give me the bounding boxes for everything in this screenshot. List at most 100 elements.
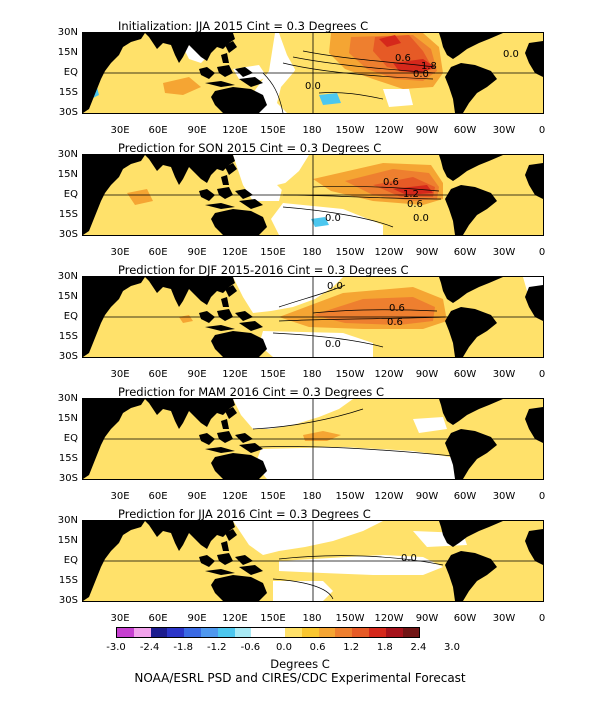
forecast-panel-5: Prediction for JJA 2016 Cint = 0.3 Degre… bbox=[0, 508, 600, 640]
contour-label: 0.0 bbox=[413, 69, 429, 80]
colorbar-swatch bbox=[318, 628, 336, 637]
latitude-label: EQ bbox=[63, 67, 78, 78]
land-mask bbox=[439, 277, 503, 303]
latitude-label: 15S bbox=[58, 87, 78, 98]
land-mask bbox=[217, 187, 233, 199]
longitude-label: 60W bbox=[453, 125, 477, 136]
longitude-label: 90W bbox=[415, 125, 439, 136]
land-mask bbox=[225, 407, 237, 419]
contour-line bbox=[318, 92, 384, 100]
latitude-label: 15S bbox=[58, 209, 78, 220]
colorbar-swatch bbox=[268, 628, 285, 637]
contour-label: 0.0 bbox=[401, 553, 417, 564]
longitude-label: 150W bbox=[335, 247, 365, 258]
forecast-panel-3: Prediction for DJF 2015-2016 Cint = 0.3 … bbox=[0, 264, 600, 396]
land-mask bbox=[445, 429, 497, 479]
contour-line bbox=[278, 284, 346, 308]
colorbar-tick-label: -1.2 bbox=[207, 642, 227, 653]
longitude-label: 0 bbox=[538, 369, 546, 380]
contour-line bbox=[292, 56, 436, 74]
longitude-label: 120E bbox=[222, 247, 248, 258]
contour-line bbox=[282, 62, 434, 80]
longitude-label: 90E bbox=[187, 247, 207, 258]
latitude-label: 30N bbox=[57, 149, 78, 160]
land-mask bbox=[211, 87, 267, 113]
longitude-label: 30E bbox=[110, 613, 130, 624]
longitude-label: 0 bbox=[538, 125, 546, 136]
land-mask bbox=[217, 65, 233, 77]
longitude-label: 90W bbox=[415, 491, 439, 502]
colorbar-tick-label: 1.2 bbox=[343, 642, 360, 653]
anomaly-region bbox=[271, 203, 383, 235]
anomaly-region bbox=[379, 35, 401, 47]
land-mask bbox=[239, 443, 263, 453]
longitude-label: 60E bbox=[148, 125, 168, 136]
colorbar-swatch bbox=[284, 628, 302, 637]
contour-line bbox=[282, 206, 394, 228]
longitude-label: 120W bbox=[374, 369, 404, 380]
anomaly-region bbox=[233, 155, 309, 201]
panel-title: Prediction for DJF 2015-2016 Cint = 0.3 … bbox=[118, 263, 409, 277]
anomaly-region bbox=[233, 399, 353, 429]
anomaly-region bbox=[413, 417, 447, 433]
land-mask bbox=[525, 41, 543, 77]
latitude-label: 30N bbox=[57, 27, 78, 38]
land-mask bbox=[235, 189, 253, 199]
panel-title: Prediction for JJA 2016 Cint = 0.3 Degre… bbox=[118, 507, 371, 521]
sst-anomaly-map: 0.0 bbox=[82, 520, 544, 602]
land-mask bbox=[145, 277, 235, 307]
contour-line bbox=[312, 185, 440, 192]
latitude-label: 30S bbox=[58, 229, 78, 240]
longitude-label: 0 bbox=[538, 247, 546, 258]
land-mask bbox=[205, 569, 235, 575]
longitude-label: 150W bbox=[335, 613, 365, 624]
colorbar-tick-label: 3.0 bbox=[444, 642, 460, 653]
longitude-label: 30E bbox=[110, 247, 130, 258]
colorbar bbox=[116, 627, 421, 638]
latitude-label: 15N bbox=[57, 47, 78, 58]
land-mask bbox=[217, 309, 233, 321]
longitude-label: 30W bbox=[492, 125, 516, 136]
land-mask bbox=[225, 41, 237, 53]
colorbar-swatch bbox=[167, 628, 185, 637]
forecast-panel-1: Initialization: JJA 2015 Cint = 0.3 Degr… bbox=[0, 20, 600, 152]
land-mask bbox=[525, 285, 543, 321]
anomaly-region bbox=[163, 77, 201, 95]
contour-line bbox=[278, 316, 446, 322]
longitude-label: 90W bbox=[415, 369, 439, 380]
land-mask bbox=[225, 163, 237, 175]
land-mask bbox=[445, 185, 497, 235]
longitude-label: 120W bbox=[374, 613, 404, 624]
longitude-label: 120E bbox=[222, 369, 248, 380]
latitude-label: 30N bbox=[57, 393, 78, 404]
contour-line bbox=[262, 72, 284, 113]
contour-label: 1.2 bbox=[403, 189, 419, 200]
land-mask bbox=[205, 81, 235, 87]
land-mask bbox=[445, 551, 497, 601]
colorbar-tick-label: -0.6 bbox=[240, 642, 261, 653]
longitude-label: 60E bbox=[148, 613, 168, 624]
latitude-label: 15S bbox=[58, 331, 78, 342]
contour-line bbox=[272, 332, 384, 348]
land-mask bbox=[145, 33, 235, 63]
land-mask bbox=[445, 307, 497, 357]
longitude-label: 150E bbox=[260, 125, 286, 136]
colorbar-tick-label: 2.4 bbox=[410, 642, 427, 653]
longitude-label: 120E bbox=[222, 613, 248, 624]
colorbar-swatch bbox=[402, 628, 420, 637]
forecast-panel-4: Prediction for MAM 2016 Cint = 0.3 Degre… bbox=[0, 386, 600, 518]
longitude-label: 60W bbox=[453, 491, 477, 502]
anomaly-region bbox=[127, 189, 153, 205]
colorbar-swatch bbox=[184, 628, 201, 637]
longitude-label: 90E bbox=[187, 491, 207, 502]
anomaly-region bbox=[311, 217, 329, 227]
land-mask bbox=[221, 419, 229, 429]
contour-label: 0.6 bbox=[389, 303, 405, 314]
contour-label: 0.6 bbox=[383, 177, 399, 188]
land-mask bbox=[83, 277, 145, 357]
land-mask bbox=[145, 155, 235, 185]
colorbar-swatch bbox=[335, 628, 353, 637]
colorbar-tick-label: -3.0 bbox=[106, 642, 126, 653]
longitude-label: 120W bbox=[374, 247, 404, 258]
land-mask bbox=[239, 321, 263, 331]
